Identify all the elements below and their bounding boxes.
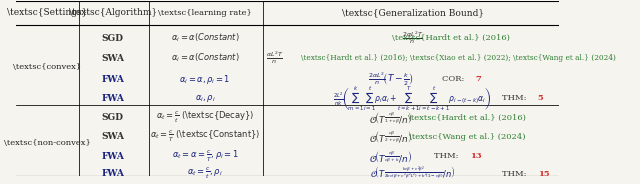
Text: $\frac{2\alpha L^2}{n}\!\left(T - \frac{k}{2}\right)$: $\frac{2\alpha L^2}{n}\!\left(T - \frac{… [368, 70, 414, 88]
Text: $\alpha_i, \rho_i$: $\alpha_i, \rho_i$ [195, 93, 216, 104]
Text: $\mathcal{O}\!\left(T^{\frac{c\beta}{c\beta+k}}/n\right)$: $\mathcal{O}\!\left(T^{\frac{c\beta}{c\b… [369, 148, 413, 164]
Text: FWA: FWA [101, 169, 124, 178]
Text: $\frac{2\alpha L^2 T}{n}$: $\frac{2\alpha L^2 T}{n}$ [402, 30, 424, 46]
Text: $\alpha_i = \alpha(\mathit{Constant})$: $\alpha_i = \alpha(\mathit{Constant})$ [171, 52, 239, 64]
Text: $\alpha_t = \alpha = \frac{c}{T}, \rho_i = 1$: $\alpha_t = \alpha = \frac{c}{T}, \rho_i… [172, 148, 239, 164]
Text: $\alpha_i = \alpha, \rho_i = 1$: $\alpha_i = \alpha, \rho_i = 1$ [179, 73, 231, 86]
Text: SGD: SGD [102, 113, 124, 122]
Text: \textsc{convex}: \textsc{convex} [13, 63, 82, 71]
Text: FWA: FWA [101, 152, 124, 161]
Text: $\mathcal{O}\!\left(T^{\frac{kc\beta+c^2\beta^2}{2kc(\beta+c^2\beta^2 L^2)+k^2(1: $\mathcal{O}\!\left(T^{\frac{kc\beta+c^2… [370, 165, 456, 182]
Text: $\mathcal{O}\!\left(T^{\frac{c\beta}{1+c\beta}}/n\right)$: $\mathcal{O}\!\left(T^{\frac{c\beta}{1+c… [369, 110, 413, 125]
Text: 7: 7 [475, 75, 481, 83]
Text: \textsc{Wang et al.} (2024): \textsc{Wang et al.} (2024) [409, 133, 525, 141]
Text: \textsc{non-convex}: \textsc{non-convex} [4, 139, 91, 147]
Text: FWA: FWA [101, 94, 124, 103]
Text: SWA: SWA [101, 54, 124, 63]
Text: \textsc{Settings}: \textsc{Settings} [8, 8, 88, 17]
Text: 13: 13 [470, 152, 481, 160]
Text: \textsc{Algorithm}: \textsc{Algorithm} [68, 8, 157, 17]
Text: THM:: THM: [435, 152, 461, 160]
Text: $\mathcal{O}\!\left(T^{\frac{c\beta}{2+c\beta}}/n\right)$: $\mathcal{O}\!\left(T^{\frac{c\beta}{2+c… [369, 129, 413, 144]
Text: THM:: THM: [502, 169, 529, 178]
Text: THM:: THM: [502, 94, 529, 102]
Text: $\frac{\alpha L^2 T}{n}$: $\frac{\alpha L^2 T}{n}$ [266, 50, 284, 66]
Text: SWA: SWA [101, 132, 124, 141]
Text: $\frac{2L^2}{nk}\!\left(\sum_{m=1}^{k}\sum_{i=1}^{t}\rho_i\alpha_i + \sum_{t=k+1: $\frac{2L^2}{nk}\!\left(\sum_{m=1}^{k}\s… [333, 84, 492, 113]
Text: \textsc{Hardt et al.} (2016): \textsc{Hardt et al.} (2016) [392, 34, 509, 42]
Text: $\alpha_i = \alpha(\mathit{Constant})$: $\alpha_i = \alpha(\mathit{Constant})$ [171, 32, 239, 44]
Text: \textsc{learning rate}: \textsc{learning rate} [158, 9, 252, 17]
Text: COR:: COR: [442, 75, 467, 83]
Text: FWA: FWA [101, 75, 124, 84]
Text: SGD: SGD [102, 34, 124, 43]
Text: 15: 15 [538, 169, 549, 178]
Text: $\alpha_t = \frac{c}{T}$ (\textsc{Constant}): $\alpha_t = \frac{c}{T}$ (\textsc{Consta… [150, 129, 260, 144]
Text: 5: 5 [538, 94, 543, 102]
Text: $\alpha_t = \frac{c}{t}$ (\textsc{Decay}): $\alpha_t = \frac{c}{t}$ (\textsc{Decay}… [156, 110, 254, 125]
Text: $\alpha_t = \frac{c}{t}, \rho_i$: $\alpha_t = \frac{c}{t}, \rho_i$ [188, 166, 223, 181]
Text: \textsc{Generalization Bound}: \textsc{Generalization Bound} [342, 8, 484, 17]
Text: \textsc{Hardt et al.} (2016); \textsc{Xiao et al.} (2022); \textsc{Wang et al.} : \textsc{Hardt et al.} (2016); \textsc{Xi… [301, 54, 616, 62]
Text: \textsc{Hardt et al.} (2016): \textsc{Hardt et al.} (2016) [408, 114, 526, 122]
